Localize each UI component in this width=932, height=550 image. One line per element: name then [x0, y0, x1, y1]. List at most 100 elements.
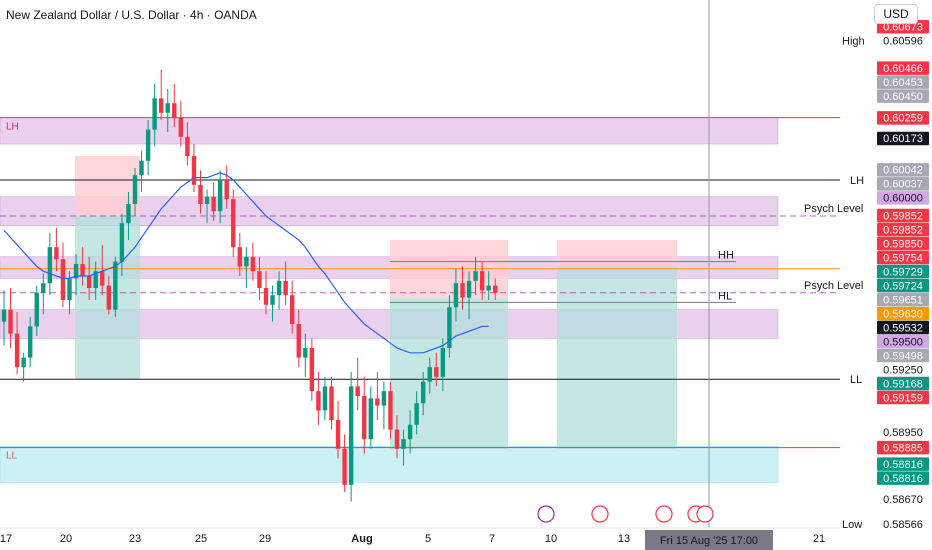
lightning-event-icon[interactable] — [537, 505, 555, 523]
candle-body — [191, 156, 197, 185]
price-axis-tag-text: 0.58950 — [883, 427, 923, 439]
candle-body — [303, 348, 308, 358]
us-flag-event-icon[interactable] — [591, 505, 609, 523]
zone-label-LH: LH — [6, 122, 19, 133]
price-axis-tag-text: 0.59852 — [883, 224, 923, 236]
candle-body — [466, 280, 472, 298]
price-axis-tag — [877, 264, 929, 279]
candle-body — [263, 288, 269, 305]
candle-body — [244, 256, 249, 267]
price-axis-tag-text: 0.58566 — [883, 519, 923, 531]
price-axis-tag-text: 0.59532 — [883, 322, 923, 334]
candle-body — [447, 307, 452, 348]
candle-body — [93, 271, 98, 288]
x-tick-label: 25 — [195, 533, 207, 545]
price-axis-tag-text: 0.58816 — [883, 459, 923, 471]
candle-body — [54, 247, 59, 260]
candle-body — [60, 259, 66, 300]
x-tick-label: 10 — [545, 533, 557, 545]
candle-body — [198, 184, 203, 204]
candle-body — [322, 386, 328, 411]
candle-body — [362, 396, 367, 440]
price-axis-tag — [877, 163, 929, 177]
price-axis-tag-text: 0.59250 — [883, 364, 923, 376]
chart-title: New Zealand Dollar / U.S. Dollar · 4h · … — [6, 8, 257, 22]
position-target-zone-2 — [557, 266, 677, 449]
price-axis-tag-text: 0.60173 — [883, 133, 923, 145]
currency-button[interactable]: USD — [874, 4, 918, 24]
candle-body — [132, 175, 138, 204]
candle-body — [316, 391, 321, 411]
price-axis-tag — [877, 320, 929, 335]
candle-body — [237, 247, 242, 267]
candle-body — [159, 98, 164, 113]
price-axis-tag — [877, 425, 929, 439]
price-axis-tag — [877, 292, 929, 307]
candle-body — [145, 129, 151, 161]
candle-body — [407, 424, 413, 440]
candle-body — [375, 398, 380, 406]
price-axis-tag — [877, 457, 929, 471]
candle-body — [139, 160, 144, 176]
candle-body — [414, 403, 419, 425]
candle-body — [224, 180, 229, 200]
candle-body — [355, 386, 360, 396]
candle-body — [41, 283, 46, 293]
candle-body — [86, 276, 92, 288]
x-tick-label: 21 — [813, 533, 825, 545]
price-axis-tag-text: 0.60450 — [883, 91, 923, 103]
candle-body — [178, 117, 184, 137]
candle-body — [231, 199, 236, 248]
us-flag-event-icon[interactable] — [655, 505, 673, 523]
crosshair-date-label: Fri 15 Aug '25 17:00 — [660, 535, 758, 547]
candle-body — [119, 223, 125, 262]
price-axis-tag-text: 0.58816 — [883, 473, 923, 485]
candle-body — [34, 292, 39, 327]
candle-body — [486, 285, 491, 291]
price-axis-tag-text: 0.60037 — [883, 179, 923, 191]
candle-body — [440, 348, 446, 377]
candle-body — [427, 367, 432, 382]
price-axis-tag — [877, 177, 929, 191]
us-flag-event-icon[interactable] — [696, 505, 714, 523]
price-axis-tag — [877, 34, 929, 48]
candle-body — [401, 439, 406, 449]
x-tick-label: 5 — [425, 533, 431, 545]
candle-body — [335, 420, 341, 449]
price-axis-tag — [877, 208, 929, 223]
price-axis-tag — [877, 440, 929, 455]
x-tick-label: 7 — [489, 533, 495, 545]
price-axis-tag — [877, 376, 929, 391]
candle-body — [421, 381, 426, 404]
candle-body — [290, 295, 295, 324]
candle-body — [211, 196, 216, 212]
candle-body — [296, 324, 301, 358]
candle-body — [217, 180, 223, 212]
price-axis-tag-text: 0.59754 — [883, 252, 923, 264]
x-tick-label: 29 — [259, 533, 271, 545]
candle-body — [126, 204, 131, 224]
zone-4 — [0, 446, 779, 483]
price-axis-tag — [877, 89, 929, 103]
price-axis-tag-text: 0.60596 — [883, 36, 923, 48]
candle-body — [453, 283, 459, 308]
price-axis-tag — [877, 131, 929, 146]
x-tick-label: 13 — [618, 533, 630, 545]
candle-body — [479, 271, 485, 291]
candle-body — [204, 196, 210, 204]
price-axis-tag — [877, 222, 929, 237]
swing-label-HL: HL — [718, 290, 732, 302]
candle-body — [493, 285, 498, 293]
candle-body — [152, 98, 157, 130]
price-axis-tag — [877, 75, 929, 89]
price-axis-prefix-high: High — [842, 36, 865, 48]
price-axis-tag-text: 0.59630 — [883, 308, 923, 320]
candle-body — [283, 280, 288, 296]
swing-label-HH: HH — [718, 250, 734, 262]
candle-body — [348, 386, 354, 485]
price-axis-tag — [877, 390, 929, 405]
candle-body — [172, 103, 177, 118]
candle-body — [106, 285, 111, 310]
candle-body — [342, 448, 347, 485]
